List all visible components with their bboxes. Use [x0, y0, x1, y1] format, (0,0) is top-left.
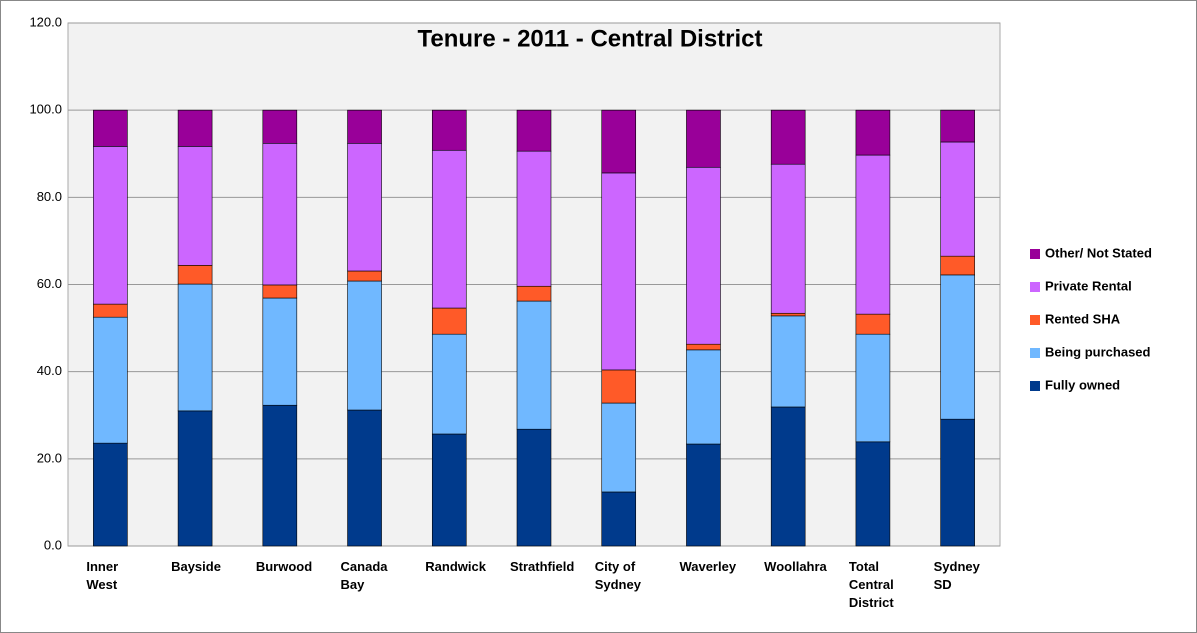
bar-segment: [516, 109, 552, 152]
x-tick-label: Strathfield: [510, 559, 575, 574]
bar-segment: [855, 333, 891, 443]
legend-swatch: [1030, 282, 1040, 292]
x-tick-label: Randwick: [425, 559, 486, 574]
bar-segment: [516, 428, 552, 547]
bar-segment: [940, 255, 975, 276]
bar-segment: [601, 109, 637, 174]
bar-segment: [177, 283, 213, 412]
bar-segment: [431, 433, 467, 547]
x-tick-label: Sydney SD: [933, 559, 980, 592]
chart-title: Tenure - 2011 - Central District: [418, 25, 763, 52]
x-tick-label: Total Central District: [848, 559, 894, 610]
legend-swatch: [1030, 315, 1040, 325]
bar-segment: [177, 410, 213, 547]
bar-segment: [601, 402, 637, 493]
bar-segment: [940, 274, 975, 420]
bar-segment: [770, 109, 806, 165]
bar-segment: [770, 315, 806, 408]
y-tick-label: 20.0: [37, 450, 62, 465]
bar-segment: [601, 172, 637, 371]
y-tick-label: 0.0: [44, 537, 62, 552]
y-tick-label: 100.0: [29, 102, 62, 117]
bar-segment: [686, 166, 721, 345]
bar-segment: [431, 149, 467, 309]
x-tick-label: Inner West: [86, 559, 119, 592]
bar-segment: [177, 109, 213, 147]
bar-segment: [347, 280, 382, 411]
x-tick-label: Woollahra: [764, 559, 827, 574]
bar-segment: [93, 442, 128, 547]
x-tick-label: City of Sydney: [594, 559, 641, 592]
legend-swatch: [1030, 348, 1040, 358]
bar-segment: [686, 443, 721, 547]
bar-segment: [431, 109, 467, 151]
bar-segment: [686, 343, 721, 351]
bar-segment: [855, 313, 891, 335]
bar-segment: [686, 349, 721, 445]
bar-segment: [516, 150, 552, 287]
bar-segment: [601, 491, 637, 547]
bar-segment: [770, 163, 806, 314]
bar-segment: [347, 109, 382, 144]
bar-segment: [770, 406, 806, 547]
x-tick-label: Canada Bay: [340, 559, 388, 592]
bar-segment: [93, 316, 128, 444]
bar-segment: [347, 409, 382, 547]
bar-segment: [262, 142, 298, 286]
x-tick-label: Bayside: [171, 559, 221, 574]
legend-label: Being purchased: [1045, 344, 1151, 359]
bar-segment: [93, 109, 128, 147]
legend-swatch: [1030, 381, 1040, 391]
bar-segment: [93, 146, 128, 305]
bar-segment: [177, 265, 213, 285]
bar-segment: [262, 109, 298, 144]
bar-segment: [855, 109, 891, 156]
bar-segment: [940, 141, 975, 257]
bar-segment: [347, 142, 382, 272]
legend-label: Other/ Not Stated: [1045, 245, 1152, 260]
legend-swatch: [1030, 249, 1040, 259]
y-tick-label: 120.0: [29, 14, 62, 29]
bar-segment: [347, 270, 382, 282]
bar-segment: [516, 285, 552, 302]
bar-segment: [855, 154, 891, 315]
bar-segment: [431, 307, 467, 335]
bar-segment: [855, 441, 891, 547]
legend-label: Fully owned: [1045, 377, 1120, 392]
bar-segment: [601, 369, 637, 404]
bar-segment: [431, 333, 467, 435]
bar-segment: [940, 418, 975, 547]
bar-segment: [262, 297, 298, 406]
bar-segment: [686, 109, 721, 168]
bar-segment: [262, 404, 298, 547]
bar-segment: [93, 303, 128, 318]
y-tick-label: 60.0: [37, 276, 62, 291]
x-tick-label: Burwood: [255, 559, 313, 574]
y-tick-label: 40.0: [37, 363, 62, 378]
bar-segment: [262, 284, 298, 299]
bar-segment: [177, 146, 213, 266]
bar-segment: [940, 109, 975, 143]
legend-label: Private Rental: [1045, 278, 1132, 293]
bar-segment: [770, 312, 806, 317]
legend-label: Rented SHA: [1045, 311, 1121, 326]
bar-segment: [516, 300, 552, 430]
y-tick-label: 80.0: [37, 189, 62, 204]
x-tick-label: Waverley: [679, 559, 737, 574]
